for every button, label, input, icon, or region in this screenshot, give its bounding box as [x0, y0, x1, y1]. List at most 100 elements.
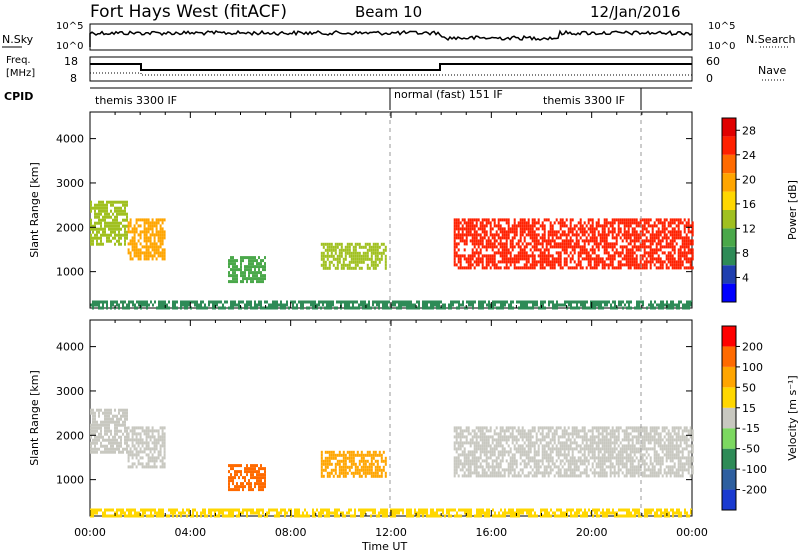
echo-region — [90, 408, 128, 454]
nave-trace — [90, 72, 692, 76]
power-panel: 1000 2000 3000 4000 Slant Range [km] 4 8 12 16 20… — [28, 111, 799, 310]
colorbar-segment — [722, 407, 736, 429]
colorbar-label: Power [dB] — [786, 180, 799, 240]
echo-region — [127, 218, 166, 261]
freq-tick-bottom: 8 — [70, 72, 77, 85]
colorbar-tick-label: 100 — [742, 361, 763, 374]
date-title: 12/Jan/2016 — [590, 3, 681, 21]
colorbar-tick-label: 8 — [742, 247, 749, 260]
colorbar-frame — [721, 325, 737, 511]
x-tick-label: 12:00 — [375, 526, 407, 539]
plot-frame — [89, 111, 693, 309]
cpid-segment-2: normal (fast) 151 IF — [394, 88, 503, 101]
colorbar-tick-label: 15 — [742, 402, 756, 415]
nsky-label: N.Sky — [2, 33, 34, 46]
colorbar-segment — [722, 346, 736, 367]
y-axis-label: Slant Range [km] — [28, 162, 41, 258]
echo-region — [127, 426, 166, 469]
x-axis: 00:00 04:00 08:00 12:00 16:00 20:00 00:00 — [74, 526, 708, 539]
colorbar-tick-label: 16 — [742, 198, 756, 211]
x-axis-label: Time UT — [361, 540, 407, 553]
echo-region — [90, 200, 128, 246]
colorbar-segment — [722, 191, 736, 210]
colorbar-segment — [722, 154, 736, 174]
freq-tick-top: 18 — [64, 55, 78, 68]
echo-region — [453, 426, 694, 478]
nsky-trace — [89, 29, 693, 47]
nave-tick-bottom: 0 — [706, 72, 713, 85]
y-tick-label: 2000 — [56, 221, 84, 234]
nsky-tick-top: 10^5 — [56, 21, 83, 32]
nsky-panel — [89, 23, 693, 51]
colorbar-segment — [722, 283, 736, 302]
nsearch-tick-top: 10^5 — [708, 21, 735, 32]
colorbar-segment — [722, 428, 736, 449]
colorbar-tick-label: 12 — [742, 222, 756, 235]
x-tick-label: 08:00 — [275, 526, 307, 539]
echo-region — [90, 508, 692, 518]
nave-label: Nave — [758, 64, 786, 77]
colorbar: 4 8 12 16 20 24 28 Power [dB] — [721, 117, 799, 303]
colorbar-segment — [722, 173, 736, 192]
echo-region — [320, 242, 387, 270]
echo-region — [453, 218, 694, 270]
y-tick-label: 1000 — [56, 266, 84, 279]
colorbar-segment — [722, 326, 736, 347]
colorbar-tick-label: 20 — [742, 173, 756, 186]
colorbar-segment — [722, 228, 736, 247]
colorbar-segment — [722, 366, 736, 388]
colorbar-segment — [722, 387, 736, 408]
colorbar-segment — [722, 136, 736, 155]
colorbar-tick-label: 28 — [742, 124, 756, 137]
echo-region — [228, 464, 266, 492]
colorbar-tick-label: -15 — [742, 422, 760, 435]
colorbar-tick-label: -200 — [742, 484, 767, 497]
colorbar-tick-label: -50 — [742, 443, 760, 456]
freq-panel — [89, 56, 693, 82]
nsearch-label: N.Search — [746, 33, 796, 46]
plot-frame — [89, 319, 693, 517]
colorbar-segment — [722, 489, 736, 510]
y-tick-label: 2000 — [56, 429, 84, 442]
freq-label-2: [MHz] — [6, 68, 35, 79]
nave-tick-top: 60 — [706, 55, 720, 68]
echo-region — [90, 300, 692, 310]
echo-region — [228, 256, 266, 284]
echo-region — [320, 450, 387, 478]
colorbar-tick-label: -100 — [742, 463, 767, 476]
colorbar-segment — [722, 448, 736, 470]
cpid-segment-3: themis 3300 IF — [543, 94, 625, 107]
colorbar-segment — [722, 118, 736, 137]
x-tick-label: 04:00 — [174, 526, 206, 539]
nsky-tick-bottom: 10^0 — [56, 41, 83, 52]
colorbar-segment — [722, 265, 736, 284]
colorbar-tick-label: 24 — [742, 149, 756, 162]
y-tick-label: 3000 — [56, 385, 84, 398]
cpid-segment-1: themis 3300 IF — [95, 94, 177, 107]
colorbar-frame — [721, 117, 737, 303]
colorbar-tick-label: 50 — [742, 381, 756, 394]
colorbar: 200 100 50 15 -15 -50 -100 -200 Velocity [m s⁻¹] — [721, 325, 799, 511]
station-title: Fort Hays West (fitACF) — [90, 2, 287, 22]
colorbar-tick-label: 200 — [742, 340, 763, 353]
x-tick-label: 20:00 — [576, 526, 608, 539]
colorbar-tick-label: 4 — [742, 271, 749, 284]
y-tick-label: 3000 — [56, 177, 84, 190]
velocity-panel: 1000 2000 3000 4000 Slant Range [km] 200 100 50… — [28, 319, 799, 518]
colorbar-segment — [722, 210, 736, 229]
x-tick-label: 00:00 — [676, 526, 708, 539]
freq-trace — [90, 63, 692, 71]
freq-label-1: Freq. — [6, 55, 31, 66]
y-tick-label: 4000 — [56, 341, 84, 354]
cpid-label: CPID — [4, 90, 33, 103]
beam-title: Beam 10 — [355, 3, 422, 21]
x-tick-label: 16:00 — [475, 526, 507, 539]
nsearch-tick-bottom: 10^0 — [708, 41, 735, 52]
x-tick-label: 00:00 — [74, 526, 106, 539]
y-tick-label: 4000 — [56, 133, 84, 146]
colorbar-label: Velocity [m s⁻¹] — [786, 375, 799, 460]
colorbar-segment — [722, 246, 736, 266]
y-axis-label: Slant Range [km] — [28, 370, 41, 466]
colorbar-segment — [722, 469, 736, 490]
